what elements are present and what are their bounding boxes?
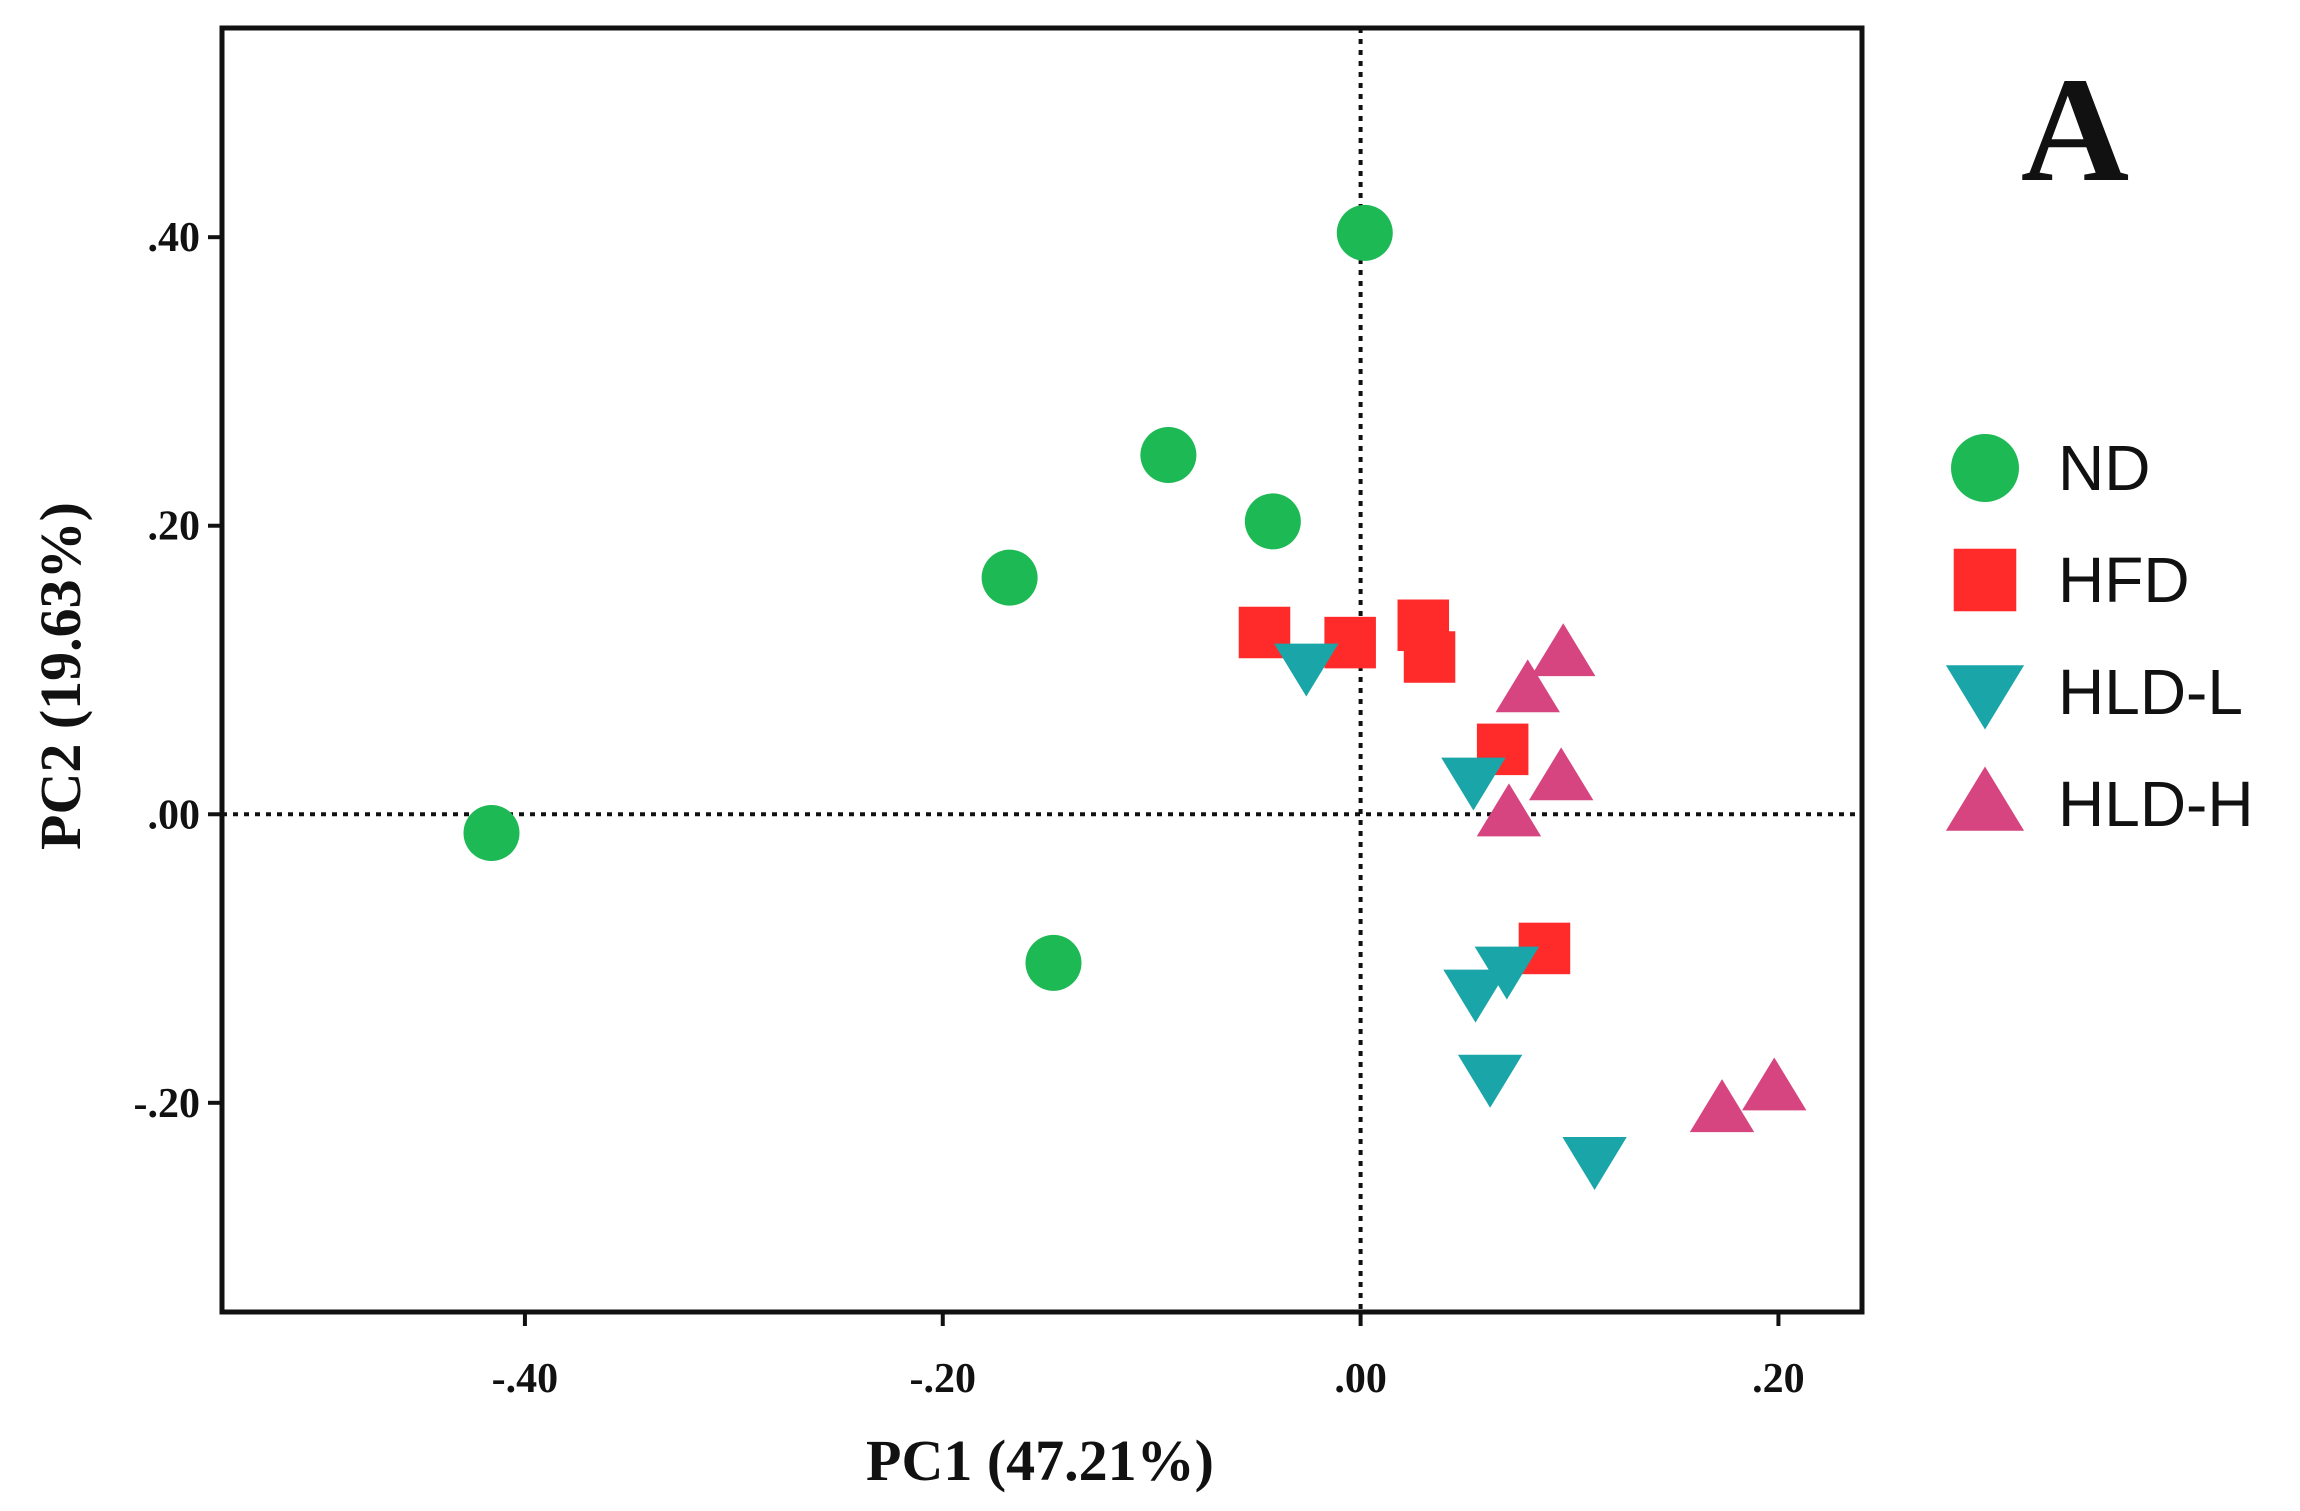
legend-label-nd: ND	[2058, 432, 2150, 504]
legend-marker-nd	[1951, 434, 2019, 502]
point-hld-h	[1476, 783, 1542, 837]
legend-marker-hld-h	[1945, 766, 2025, 831]
legend-label-hfd: HFD	[2058, 544, 2190, 616]
point-hld-h	[1495, 659, 1560, 713]
point-nd	[1140, 427, 1197, 484]
y-tick-label: .40	[148, 215, 201, 261]
legend-marker-hfd	[1953, 548, 2017, 612]
x-tick-label: .00	[1334, 1356, 1387, 1402]
point-hld-l	[1441, 757, 1506, 811]
y-axis-label: PC2 (19.63%)	[28, 502, 93, 850]
plot-area: -.40 -.20 .00 .20 .40 .20 .00 -.20	[134, 25, 1865, 1402]
point-hld-h	[1531, 623, 1596, 677]
point-nd	[463, 805, 520, 862]
point-hld-h	[1528, 747, 1594, 801]
x-tick-label: -.20	[910, 1356, 977, 1402]
point-hld-h	[1742, 1057, 1807, 1111]
plot-frame	[219, 25, 1865, 1315]
point-hld-h	[1689, 1079, 1755, 1133]
point-nd	[1025, 934, 1082, 991]
x-axis-label: PC1 (47.21%)	[866, 1428, 1214, 1493]
point-hld-l	[1457, 1054, 1523, 1108]
point-hld-l	[1562, 1137, 1627, 1190]
y-tick-label: .00	[148, 792, 201, 838]
point-hld-l	[1274, 643, 1339, 697]
legend-marker-hld-l	[1945, 665, 2025, 730]
panel-label: A	[2021, 47, 2129, 213]
x-tick-label: .20	[1752, 1356, 1805, 1402]
point-hfd	[1403, 631, 1456, 683]
point-nd	[1244, 493, 1301, 550]
point-hld-l	[1474, 946, 1540, 1000]
point-nd	[1336, 204, 1393, 261]
y-tick-label: .20	[148, 504, 201, 550]
y-tick-label: -.20	[134, 1081, 201, 1127]
point-nd	[981, 549, 1038, 606]
legend-label-hld-h: HLD-H	[2058, 768, 2254, 840]
point-hfd	[1324, 616, 1376, 669]
x-tick-label: -.40	[492, 1356, 559, 1402]
point-hld-l	[1443, 969, 1508, 1023]
legend-label-hld-l: HLD-L	[2058, 656, 2243, 728]
legend: ND HFD HLD-L HLD-H	[1945, 432, 2254, 840]
